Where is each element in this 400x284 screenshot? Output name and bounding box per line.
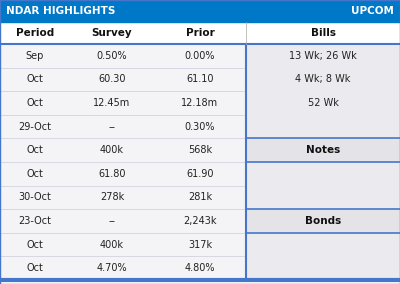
Text: 52 Wk: 52 Wk bbox=[308, 98, 338, 108]
Bar bbox=[0, 68, 246, 91]
Text: 400k: 400k bbox=[100, 240, 124, 250]
Text: Oct: Oct bbox=[26, 74, 44, 84]
Text: 61.10: 61.10 bbox=[186, 74, 214, 84]
Text: 23-Oct: 23-Oct bbox=[18, 216, 52, 226]
Text: Oct: Oct bbox=[26, 263, 44, 273]
Text: Oct: Oct bbox=[26, 240, 44, 250]
Text: 61.90: 61.90 bbox=[186, 169, 214, 179]
Text: 568k: 568k bbox=[188, 145, 212, 155]
Bar bbox=[246, 115, 400, 138]
Text: Period: Period bbox=[16, 28, 54, 38]
Text: 29-Oct: 29-Oct bbox=[18, 122, 52, 131]
Text: 60.30: 60.30 bbox=[98, 74, 126, 84]
Text: --: -- bbox=[108, 216, 116, 226]
Bar bbox=[246, 91, 400, 115]
Text: NDAR HIGHLIGHTS: NDAR HIGHLIGHTS bbox=[6, 6, 115, 16]
Bar bbox=[246, 68, 400, 91]
Text: Sep: Sep bbox=[26, 51, 44, 61]
Text: Notes: Notes bbox=[306, 145, 340, 155]
Text: 30-Oct: 30-Oct bbox=[18, 192, 52, 202]
Bar bbox=[246, 209, 400, 233]
Bar bbox=[246, 138, 400, 162]
Bar bbox=[0, 209, 246, 233]
Text: 281k: 281k bbox=[188, 192, 212, 202]
Bar bbox=[0, 186, 246, 209]
Bar bbox=[0, 22, 400, 44]
Text: 4.80%: 4.80% bbox=[185, 263, 215, 273]
Text: 4.70%: 4.70% bbox=[97, 263, 127, 273]
Text: 2,243k: 2,243k bbox=[183, 216, 217, 226]
Text: Oct: Oct bbox=[26, 169, 44, 179]
Bar bbox=[0, 115, 246, 138]
Text: UPCOM: UPCOM bbox=[351, 6, 394, 16]
Bar bbox=[246, 162, 400, 186]
Bar bbox=[246, 186, 400, 209]
Bar bbox=[0, 256, 246, 280]
Bar bbox=[246, 256, 400, 280]
Bar bbox=[246, 44, 400, 68]
Text: Survey: Survey bbox=[92, 28, 132, 38]
Text: 4 Wk; 8 Wk: 4 Wk; 8 Wk bbox=[295, 74, 351, 84]
Bar bbox=[0, 162, 246, 186]
Bar bbox=[0, 138, 246, 162]
Text: 278k: 278k bbox=[100, 192, 124, 202]
Text: Bonds: Bonds bbox=[305, 216, 341, 226]
Text: Oct: Oct bbox=[26, 98, 44, 108]
Text: 0.00%: 0.00% bbox=[185, 51, 215, 61]
Text: 12.45m: 12.45m bbox=[93, 98, 131, 108]
Text: Bills: Bills bbox=[310, 28, 336, 38]
Bar bbox=[0, 91, 246, 115]
Text: 61.80: 61.80 bbox=[98, 169, 126, 179]
Text: 0.30%: 0.30% bbox=[185, 122, 215, 131]
Text: Oct: Oct bbox=[26, 145, 44, 155]
Text: 400k: 400k bbox=[100, 145, 124, 155]
Text: 317k: 317k bbox=[188, 240, 212, 250]
Text: --: -- bbox=[108, 122, 116, 131]
Text: 13 Wk; 26 Wk: 13 Wk; 26 Wk bbox=[289, 51, 357, 61]
Bar bbox=[246, 233, 400, 256]
Bar bbox=[0, 0, 400, 22]
Bar bbox=[0, 233, 246, 256]
Bar bbox=[0, 44, 246, 68]
Text: Prior: Prior bbox=[186, 28, 214, 38]
Text: 12.18m: 12.18m bbox=[182, 98, 218, 108]
Text: 0.50%: 0.50% bbox=[97, 51, 127, 61]
